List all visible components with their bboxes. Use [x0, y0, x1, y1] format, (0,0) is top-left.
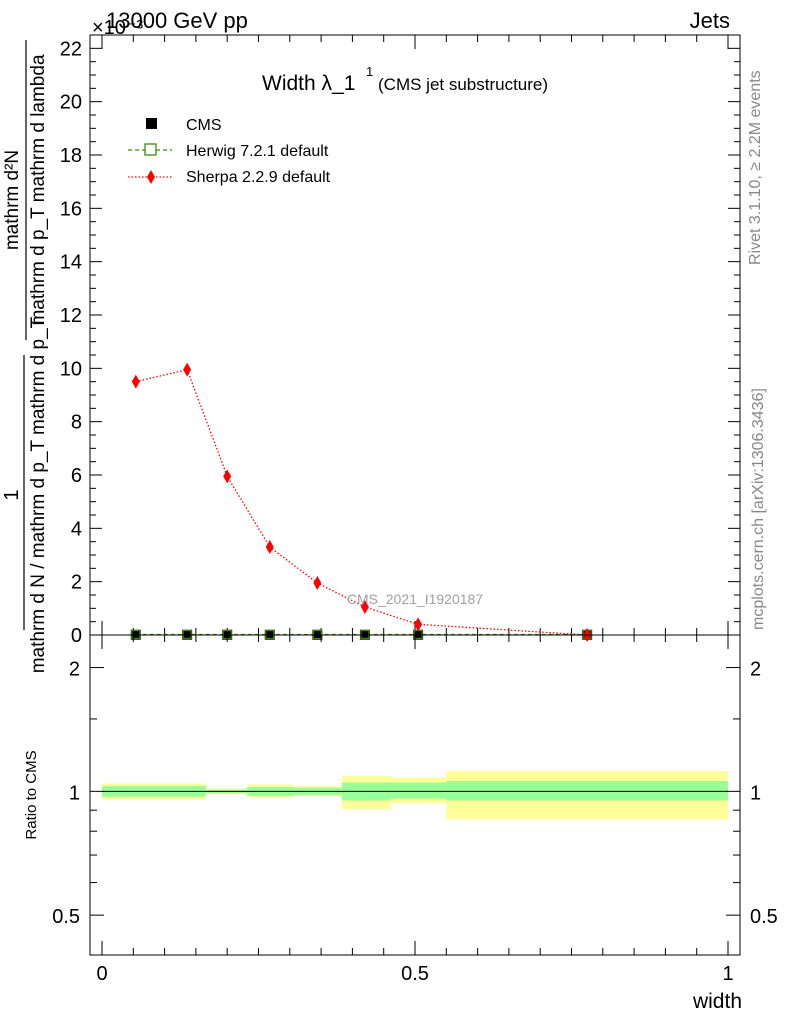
title-main: Width λ_1	[262, 72, 355, 95]
energy-label: 13000 GeV pp	[106, 8, 248, 33]
x-tick-label: 1	[722, 963, 733, 985]
ratio-y-tick-label-right: 2	[750, 659, 761, 681]
ratio-stat-band	[391, 782, 447, 799]
ratio-y-tick-label: 0.5	[52, 906, 80, 928]
legend-herwig-label: Herwig 7.2.1 default	[186, 143, 329, 160]
y-tick-label: 16	[60, 198, 82, 220]
sherpa-point	[360, 600, 369, 614]
ratio-y-tick-label-right: 0.5	[750, 906, 778, 928]
x-tick-label: 0.5	[401, 963, 429, 985]
ratio-bands	[102, 771, 728, 820]
y-tick-label: 2	[71, 572, 82, 594]
y-tick-label: 14	[60, 252, 82, 274]
y-tick-label: 8	[71, 412, 82, 434]
main-ticks: 0 2 4 6 8 10 12 14 16 18 20 22	[60, 35, 740, 647]
ylabel-frac-denominator: mathrm d p_T mathrm d lambda	[28, 54, 49, 325]
title-superscript: 1	[366, 64, 373, 79]
legend-sherpa-marker	[147, 170, 155, 184]
exponent-label: ×10⁻³	[92, 17, 143, 39]
legend: CMS Herwig 7.2.1 default Sherpa 2.2.9 de…	[128, 117, 331, 186]
ratio-ticks: 0.5 0.5 1 1 2 2 0 0.5 1	[52, 635, 778, 985]
herwig-point	[265, 629, 275, 640]
xlabel: width	[692, 990, 742, 1013]
y-tick-label: 6	[71, 465, 82, 487]
sherpa-point	[313, 576, 322, 590]
analysis-watermark: CMS_2021_I1920187	[347, 591, 483, 607]
x-tick-label: 0	[96, 963, 107, 985]
sherpa-point	[414, 617, 423, 632]
ylabel-numerator: 1	[1, 489, 23, 500]
category-label: Jets	[690, 8, 730, 33]
main-ylabel: 1 mathrm d N / mathrm d p_T mathrm d p_T…	[1, 40, 49, 673]
legend-sherpa-label: Sherpa 2.2.9 default	[186, 169, 331, 186]
sherpa-point	[183, 362, 192, 377]
legend-cms-label: CMS	[186, 117, 222, 134]
herwig-point	[312, 629, 322, 640]
legend-herwig-marker	[144, 143, 157, 156]
legend-cms-marker	[146, 118, 157, 129]
y-tick-label: 0	[71, 625, 82, 647]
ratio-y-tick-label: 1	[69, 782, 80, 804]
chart-title: Width λ_1 1 (CMS jet substructure)	[262, 64, 548, 95]
ylabel-frac-numerator: mathrm d²N	[2, 150, 23, 250]
title-note: (CMS jet substructure)	[378, 75, 548, 94]
sherpa-point	[223, 469, 232, 484]
ratio-y-tick-label-right: 1	[750, 782, 761, 804]
y-tick-label: 22	[60, 38, 82, 60]
ylabel-denominator: mathrm d N / mathrm d p_T mathrm d p_T	[28, 316, 49, 673]
ratio-ylabel: Ratio to CMS	[23, 750, 40, 839]
herwig-point	[360, 629, 370, 640]
sherpa-point	[265, 540, 274, 554]
y-tick-label: 18	[60, 145, 82, 167]
mcplots-info: mcplots.cern.ch [arXiv:1306.3436]	[750, 388, 767, 630]
herwig-point	[182, 629, 192, 640]
y-tick-label: 12	[60, 305, 82, 327]
sherpa-point	[131, 374, 140, 389]
herwig-point	[131, 629, 141, 640]
y-tick-label: 20	[60, 92, 82, 114]
rivet-info: Rivet 3.1.10, ≥ 2.2M events	[747, 70, 764, 265]
y-tick-label: 10	[60, 358, 82, 380]
y-tick-label: 4	[71, 518, 82, 540]
ratio-stat-band	[446, 780, 728, 801]
ratio-y-tick-label: 2	[69, 659, 80, 681]
